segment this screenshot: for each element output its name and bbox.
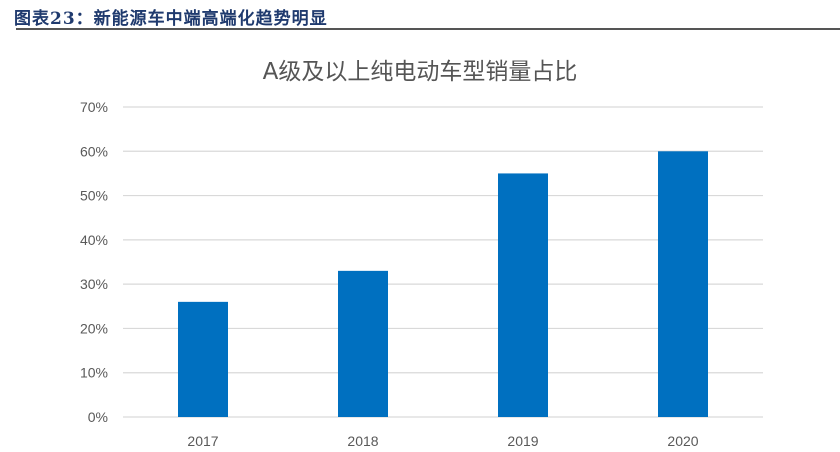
bar-2017 (178, 301, 228, 417)
x-tick-label: 2020 (667, 433, 698, 449)
bar-2020 (658, 151, 708, 418)
y-tick-label: 50% (80, 188, 108, 204)
x-tick-label: 2017 (187, 433, 218, 449)
bar-2019 (498, 173, 548, 417)
header-divider (16, 28, 840, 30)
x-tick-label: 2018 (347, 433, 378, 449)
y-tick-label: 30% (80, 276, 108, 292)
bar-2018 (338, 270, 388, 417)
y-tick-label: 10% (80, 365, 108, 381)
x-tick-label: 2019 (507, 433, 538, 449)
y-tick-label: 70% (80, 99, 108, 115)
y-tick-label: 60% (80, 143, 108, 159)
y-tick-label: 40% (80, 232, 108, 248)
y-tick-label: 20% (80, 320, 108, 336)
chart-title: A级及以上纯电动车型销量占比 (262, 59, 578, 85)
y-tick-label: 0% (88, 409, 108, 425)
figure-header: 图表23：新能源车中端高端化趋势明显 (14, 9, 328, 29)
